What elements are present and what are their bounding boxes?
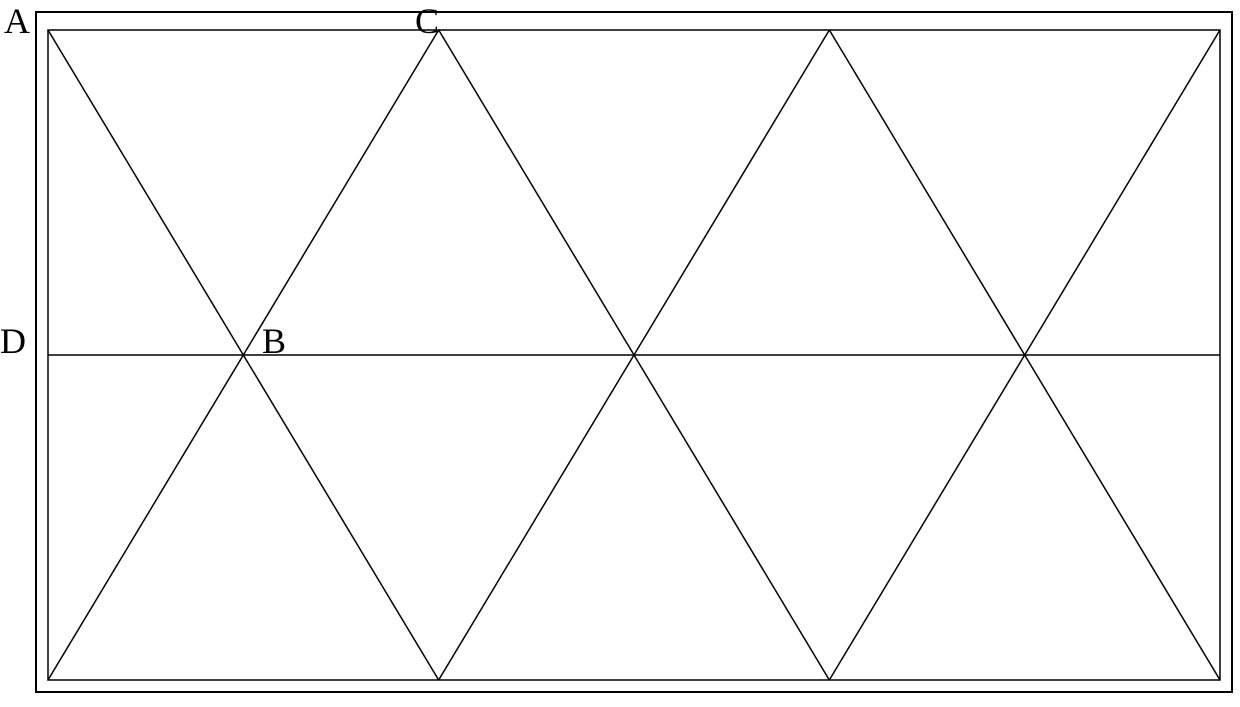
label-d: D [0, 320, 26, 362]
label-a: A [4, 0, 30, 42]
label-c: C [415, 0, 439, 42]
diagram-svg [0, 0, 1240, 702]
label-b: B [262, 320, 286, 362]
geometric-diagram: A C D B [0, 0, 1240, 702]
